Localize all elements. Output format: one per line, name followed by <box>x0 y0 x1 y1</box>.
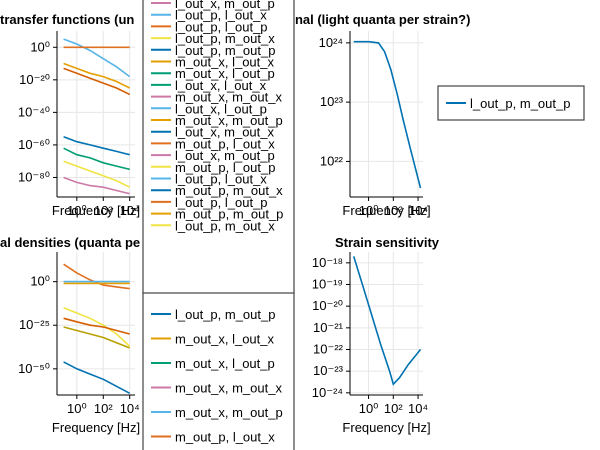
legend-entry: m_out_x, l_out_x <box>175 55 275 70</box>
legend-entry: l_out_x, m_out_p <box>175 0 275 11</box>
series-line-3 <box>63 62 131 89</box>
series-line-7 <box>63 160 131 188</box>
legend-entry: m_out_x, m_out_x <box>175 90 282 105</box>
chart-panel-2: 10⁰ 10² 10⁴ 10²⁴ 10²³ 10²² Frequency [Hz] gnal … <box>287 12 470 218</box>
y-tick-label: 10²² <box>320 153 344 168</box>
legend-entry: l_out_p, m_out_p <box>175 307 275 322</box>
series-line-1 <box>63 263 130 290</box>
y-tick-label: 10⁰ <box>30 274 50 289</box>
series-line-6 <box>63 326 130 349</box>
series-line-8 <box>63 176 130 195</box>
y-tick-label: 10⁻²⁵ <box>19 317 50 332</box>
chart-title: transfer functions (un <box>0 12 134 27</box>
series-line-1 <box>352 256 422 386</box>
legend-entry: m_out_p, l_out_p <box>175 160 275 175</box>
legend-entry: l_out_x, l_out_p <box>175 101 267 116</box>
legend-entry: m_out_x, l_out_p <box>175 66 275 81</box>
legend-entry: l_out_x, m_out_p <box>175 148 275 163</box>
x-tick-label: 10⁰ <box>359 401 379 416</box>
legend-entry: l_out_p, l_out_p <box>175 195 268 210</box>
series-line-1 <box>63 38 131 78</box>
legend-entry: l_out_x, m_out_x <box>175 125 275 140</box>
y-tick-label: 10⁻⁴⁰ <box>18 104 50 119</box>
chart-title: al densities (quanta pe <box>0 235 140 250</box>
y-tick-label: 10⁻²¹ <box>313 320 344 335</box>
y-tick-label: 10²⁴ <box>319 35 343 50</box>
x-tick-label: 10⁰ <box>67 401 87 416</box>
legend-entry: m_out_x, m_out_p <box>175 405 283 420</box>
legend-entry: l_out_p, m_out_p <box>470 96 570 111</box>
legend-entry: m_out_p, m_out_x <box>175 183 283 198</box>
legend-entry: l_out_p, m_out_x <box>175 31 275 46</box>
x-tick-label: 10² <box>94 203 113 218</box>
chart-panel-4: 10⁰ 10² 10⁴ 10⁻¹⁸ 10⁻¹⁹ 10⁻²⁰ 10⁻²¹ 10⁻²² 10⁻²³ 1… <box>312 235 440 435</box>
legend-entry: l_out_p, l_out_p <box>175 19 268 34</box>
x-axis-label: Frequency [Hz] <box>52 420 140 435</box>
legend-right: l_out_p, m_out_p <box>437 85 585 121</box>
series-line-4 <box>63 307 131 347</box>
legend-entry: m_out_p, m_out_p <box>175 207 283 222</box>
legend-entry: m_out_x, m_out_x <box>175 381 282 396</box>
legend-lower: l_out_p, m_out_p m_out_x, l_out_x m_out_x,… <box>142 291 295 450</box>
y-tick-label: 10⁻²⁰ <box>19 72 50 87</box>
series-line-5 <box>63 136 130 156</box>
x-tick-label: 10⁴ <box>120 203 140 218</box>
series-line-6 <box>63 147 130 171</box>
legend-entry: l_out_p, m_out_p <box>175 43 275 58</box>
series-line-4 <box>63 67 131 96</box>
legend-box <box>142 291 295 450</box>
x-tick-label: 10⁰ <box>359 203 379 218</box>
series-line-5 <box>63 317 130 335</box>
legend-entry: l_out_p, l_out_x <box>175 8 267 23</box>
y-tick-label: 10⁻²² <box>313 342 344 357</box>
y-tick-label: 10⁻⁵⁰ <box>18 361 50 376</box>
legend-entry: l_out_x, l_out_x <box>175 78 267 93</box>
y-tick-label: 10⁻¹⁹ <box>312 277 343 292</box>
y-tick-label: 10⁻⁶⁰ <box>18 137 50 152</box>
chart-panel-3: 10⁰ 10² 10⁴ 10⁰ 10⁻²⁵ 10⁻⁵⁰ Frequency [Hz] al d… <box>0 235 140 435</box>
legend-entry: m_out_x, l_out_x <box>175 332 275 347</box>
legend-entry: m_out_x, m_out_p <box>175 113 283 128</box>
x-axis-label: Frequency [Hz] <box>342 203 430 218</box>
legend-entry: m_out_p, l_out_x <box>175 136 275 151</box>
legend-entry: l_out_p, l_out_x <box>175 172 267 187</box>
legend-entry: m_out_x, l_out_p <box>175 356 275 371</box>
x-tick-label: 10⁰ <box>67 203 87 218</box>
x-tick-label: 10⁴ <box>408 401 428 416</box>
legend-entry: l_out_p, m_out_x <box>175 218 275 233</box>
legend-central: l_out_x, m_out_pl_out_p, l_out_xl_out_p,… <box>142 0 295 294</box>
x-axis-label: Frequency [Hz] <box>52 203 140 218</box>
y-tick-label: 10⁻²⁰ <box>312 298 343 313</box>
chart-panel-1: 10⁰ 10² 10⁴ 10⁰ 10⁻²⁰ 10⁻⁴⁰ 10⁻⁶⁰ 10⁻⁸⁰ Frequenc… <box>0 12 140 218</box>
y-tick-label: 10²³ <box>320 94 344 109</box>
x-tick-label: 10⁴ <box>120 401 140 416</box>
x-tick-label: 10² <box>384 401 403 416</box>
series-line-7 <box>63 361 131 395</box>
y-tick-label: 10⁰ <box>30 39 50 54</box>
y-tick-label: 10⁻¹⁸ <box>312 255 343 270</box>
series-line-1 <box>353 40 422 189</box>
legend-entry: m_out_p, l_out_x <box>175 430 275 445</box>
y-tick-label: 10⁻²³ <box>313 363 344 378</box>
x-axis-label: Frequency [Hz] <box>342 420 430 435</box>
chart-title: Strain sensitivity <box>335 235 440 250</box>
chart-title: gnal (light quanta per strain?) <box>287 12 470 27</box>
y-tick-label: 10⁻⁸⁰ <box>18 169 50 184</box>
x-tick-label: 10² <box>384 203 403 218</box>
x-tick-label: 10⁴ <box>408 203 428 218</box>
x-tick-label: 10² <box>94 401 113 416</box>
y-tick-label: 10⁻²⁴ <box>312 385 343 400</box>
